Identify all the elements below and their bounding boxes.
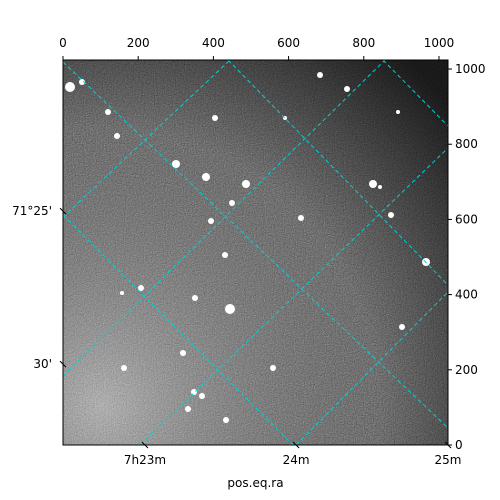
star xyxy=(369,180,377,188)
star xyxy=(388,212,394,218)
ra-tick-label: 24m xyxy=(283,453,310,467)
x-tick-label: 800 xyxy=(352,36,375,50)
dec-tick-label: 30' xyxy=(33,357,52,371)
star xyxy=(79,79,85,85)
y-tick-label: 800 xyxy=(455,137,478,151)
wcs-grid-line xyxy=(63,60,231,218)
frame xyxy=(62,59,449,446)
ra-tick xyxy=(141,441,149,449)
x-tick-label: 1000 xyxy=(424,36,455,50)
star xyxy=(138,285,144,291)
star xyxy=(229,200,235,206)
star xyxy=(114,133,120,139)
star xyxy=(185,406,191,412)
star xyxy=(317,72,323,78)
wcs-grid-line xyxy=(295,291,448,445)
star xyxy=(65,82,75,92)
y-tick-label: 600 xyxy=(455,212,478,226)
ra-tick-label: 7h23m xyxy=(124,453,166,467)
y-tick-label: 1000 xyxy=(455,62,486,76)
wcs-grid-line xyxy=(63,61,448,429)
star xyxy=(199,393,205,399)
dec-tick xyxy=(59,360,67,368)
ra-tick xyxy=(292,441,300,449)
wcs-grid-line xyxy=(382,60,448,127)
wcs-grid-line xyxy=(63,60,386,377)
star xyxy=(270,365,276,371)
star xyxy=(121,365,127,371)
x-axis-label: pos.eq.ra xyxy=(227,476,283,490)
dec-tick-label: 71°25' xyxy=(12,204,52,218)
x-tick-label: 400 xyxy=(202,36,225,50)
ra-tick xyxy=(444,441,452,449)
y-tick-label: 200 xyxy=(455,363,478,377)
ra-tick-label: 25m xyxy=(435,453,462,467)
x-tick-label: 0 xyxy=(59,36,67,50)
star xyxy=(202,173,210,181)
star xyxy=(208,218,214,224)
star xyxy=(212,115,218,121)
x-tick-label: 600 xyxy=(277,36,300,50)
star xyxy=(120,291,124,295)
star xyxy=(298,215,304,221)
dec-tick xyxy=(59,207,67,215)
star xyxy=(192,295,198,301)
star xyxy=(225,304,235,314)
star xyxy=(378,185,382,189)
star xyxy=(180,350,186,356)
wcs-grid-line xyxy=(63,214,294,445)
wcs-grid-line xyxy=(139,147,448,445)
star xyxy=(242,180,250,188)
star xyxy=(344,86,350,92)
star xyxy=(191,389,197,395)
wcs-grid-line xyxy=(227,60,448,286)
y-tick-label: 0 xyxy=(455,438,463,452)
image xyxy=(63,60,448,445)
star xyxy=(396,110,400,114)
y-tick-label: 400 xyxy=(455,288,478,302)
star xyxy=(399,324,405,330)
star xyxy=(105,109,111,115)
x-tick-label: 200 xyxy=(127,36,150,50)
star xyxy=(172,160,180,168)
star xyxy=(222,252,228,258)
star xyxy=(223,417,229,423)
